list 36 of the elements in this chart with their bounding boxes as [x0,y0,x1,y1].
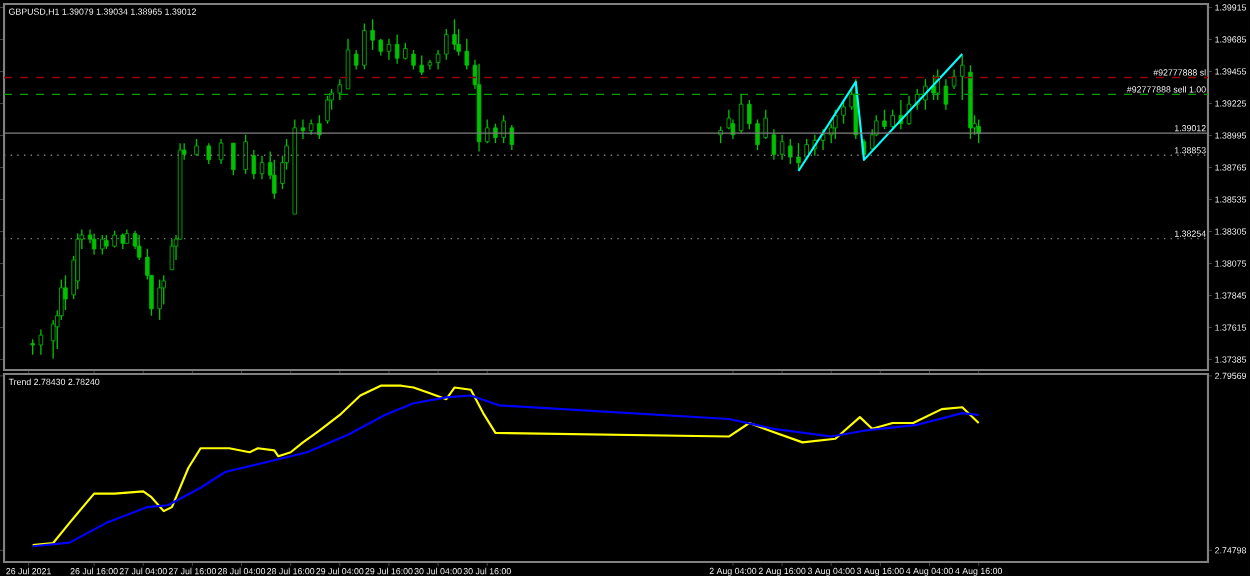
candlestick [411,49,416,71]
candlestick [394,33,400,65]
candlestick [444,28,449,61]
candlestick [943,78,949,111]
candlestick [501,114,506,144]
candlestick [243,134,248,175]
candlestick [259,155,265,180]
candlestick [796,142,801,171]
candlestick [452,18,457,51]
candlestick [779,134,785,161]
candlestick [251,149,257,180]
candlestick [157,278,162,321]
candlestick [362,22,367,71]
candlestick [345,38,351,90]
candlestick [419,54,424,76]
candlestick [231,142,236,176]
candlestick [882,109,887,130]
candlestick [272,159,277,200]
candlestick [337,78,343,101]
candlestick [218,138,224,165]
candlestick [206,142,212,165]
candlestick [738,93,744,135]
candlestick [317,114,322,140]
candlestick [820,128,826,151]
candlestick [833,109,838,140]
candlestick [325,95,330,125]
candlestick [890,109,895,130]
candlestick [951,68,957,90]
candlestick [386,38,392,61]
line-series [797,53,964,173]
candlestick [38,328,44,356]
candlestick [91,232,97,256]
candlestick [169,238,175,271]
candlestick [788,138,793,165]
candlestick [509,124,515,151]
candlestick [100,234,105,256]
